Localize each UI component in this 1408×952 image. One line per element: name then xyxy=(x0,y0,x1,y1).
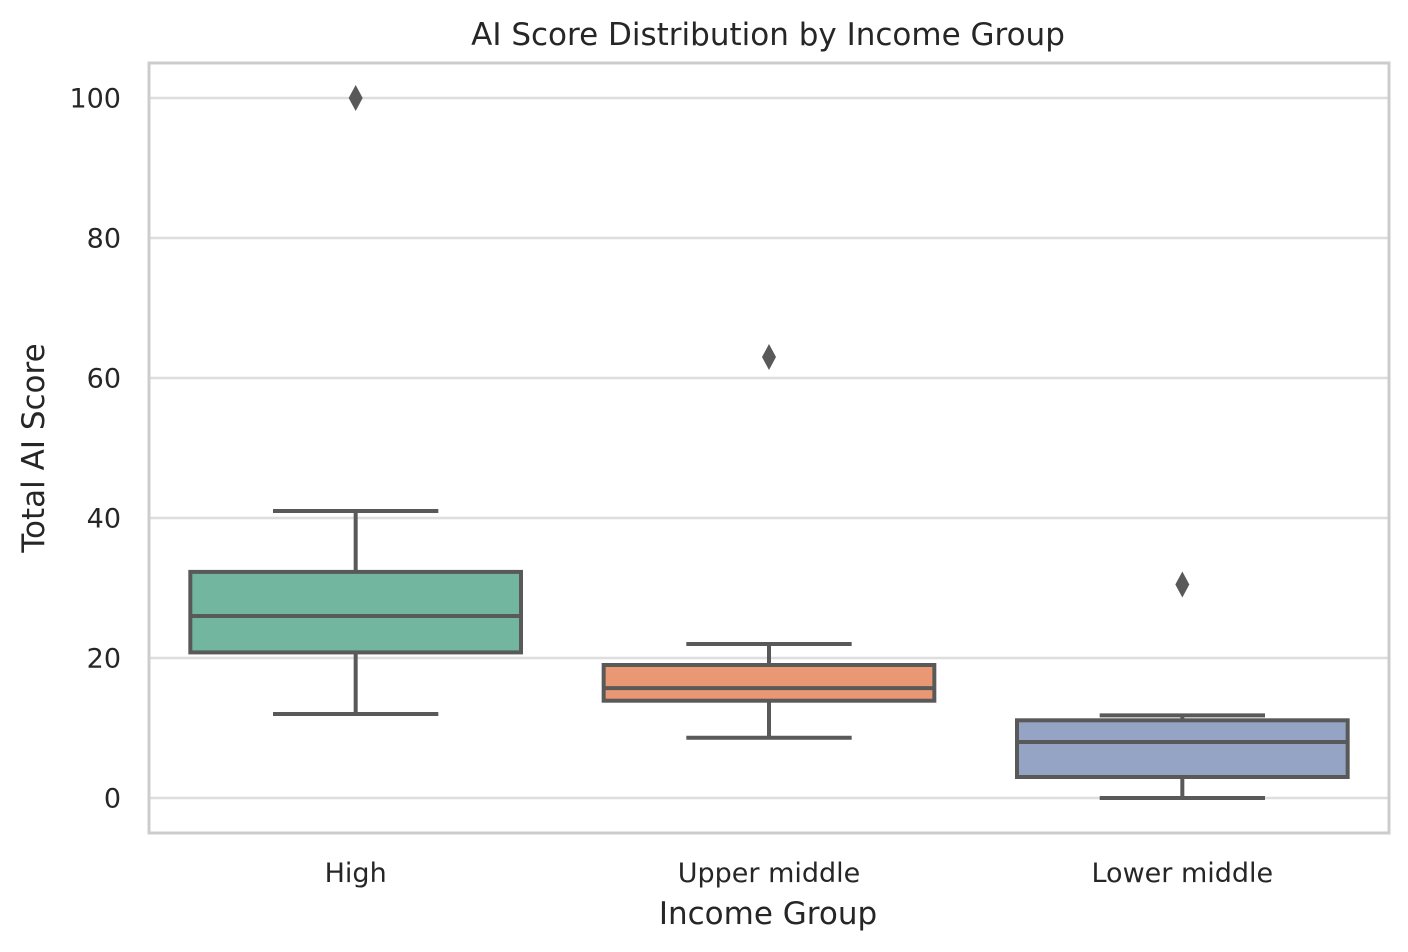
x-axis-ticks: High Upper middle Lower middle xyxy=(325,858,1274,889)
x-tick-label: Lower middle xyxy=(1091,858,1273,889)
box-group xyxy=(188,85,523,716)
x-tick-label: High xyxy=(325,858,387,889)
box-group xyxy=(601,344,937,740)
outlier-point xyxy=(1175,571,1190,598)
y-tick-label: 0 xyxy=(104,784,121,815)
iqr-box xyxy=(601,663,937,703)
y-tick-label: 80 xyxy=(87,224,121,255)
box-group xyxy=(1015,571,1350,800)
iqr-box xyxy=(1015,718,1350,779)
plot-frame xyxy=(147,61,1391,835)
outlier-point xyxy=(348,85,363,111)
chart-title: AI Score Distribution by Income Group xyxy=(471,17,1065,53)
x-axis-label: Income Group xyxy=(659,896,877,932)
y-tick-label: 20 xyxy=(87,644,121,675)
iqr-box xyxy=(188,569,523,655)
outlier-point xyxy=(762,344,776,370)
y-axis-ticks: 0 20 40 60 80 100 xyxy=(69,84,121,815)
x-tick-label: Upper middle xyxy=(678,858,861,889)
y-tick-label: 60 xyxy=(87,364,121,395)
y-tick-label: 40 xyxy=(87,504,121,535)
y-axis-label: Total AI Score xyxy=(16,343,52,553)
boxes xyxy=(188,85,1350,800)
y-tick-label: 100 xyxy=(69,84,121,115)
